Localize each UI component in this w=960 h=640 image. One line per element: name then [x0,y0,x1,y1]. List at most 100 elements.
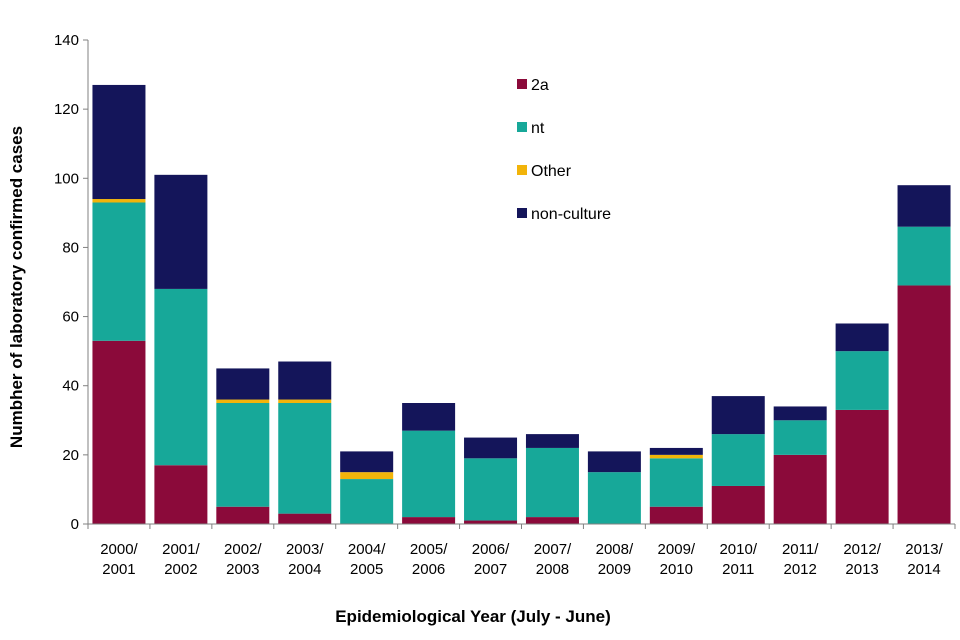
bar-segment-2a-6 [464,520,518,524]
x-tick-label-12: 2012/2013 [843,541,881,578]
x-tick-label-line2-7: 2008 [536,561,569,578]
bar-segment-nt-0 [92,202,146,341]
bars-layer [92,84,951,524]
bar-segment-non-culture-8 [587,451,641,473]
x-tick-label-line1-3: 2003/ [286,541,324,558]
bar-segment-nt-9 [649,458,703,507]
bar-segment-non-culture-13 [897,185,951,227]
bar-segment-2a-9 [649,506,703,524]
x-tick-label-4: 2004/2005 [348,541,386,578]
bar-segment-non-culture-11 [773,406,827,421]
bar-segment-non-culture-7 [525,434,579,448]
bar-segment-other-0 [92,199,146,203]
bar-segment-non-culture-12 [835,323,889,352]
x-tick-label-line2-12: 2013 [845,561,878,578]
x-tick-label-0: 2000/2001 [100,541,138,578]
bar-segment-nt-4 [340,479,394,524]
y-tick-label-120: 120 [54,101,79,118]
legend-swatch-other [517,165,527,175]
x-tick-label-line2-11: 2012 [783,561,816,578]
legend-swatch-2a [517,79,527,89]
y-tick-label-20: 20 [62,447,79,464]
x-tick-label-line1-13: 2013/ [905,541,943,558]
bar-segment-2a-1 [154,465,208,524]
x-tick-label-7: 2007/2008 [534,541,572,578]
y-tick-label-140: 140 [54,32,79,49]
bar-segment-nt-12 [835,351,889,410]
x-tick-label-8: 2008/2009 [596,541,634,578]
bar-segment-2a-12 [835,409,889,524]
legend-label-other: Other [531,163,572,180]
x-tick-label-line1-10: 2010/ [719,541,757,558]
bar-segment-non-culture-5 [402,403,456,431]
x-tick-label-line2-6: 2007 [474,561,507,578]
x-tick-label-11: 2011/2012 [782,541,819,578]
x-tick-label-6: 2006/2007 [472,541,510,578]
legend-swatch-nt [517,122,527,132]
bar-segment-nt-3 [278,403,332,514]
bar-segment-nt-5 [402,430,456,518]
x-tick-label-line2-0: 2001 [102,561,135,578]
axes-layer: 0204060801001201402000/20012001/20022002… [54,32,956,578]
bar-segment-nt-7 [525,447,579,518]
bar-segment-other-9 [649,454,703,459]
bar-segment-nt-13 [897,226,951,286]
bar-segment-non-culture-0 [92,84,146,200]
x-tick-label-2: 2002/2003 [224,541,262,578]
x-tick-label-line2-1: 2002 [164,561,197,578]
bar-segment-other-4 [340,472,394,480]
legend-label-non-culture: non-culture [531,206,611,223]
bar-segment-nt-1 [154,288,208,466]
x-axis-title: Epidemiological Year (July - June) [335,607,611,626]
bar-segment-non-culture-6 [464,437,518,459]
x-tick-label-1: 2001/2002 [162,541,200,578]
x-tick-label-5: 2005/2006 [410,541,448,578]
bar-segment-2a-7 [525,517,579,524]
x-tick-label-3: 2003/2004 [286,541,324,578]
x-tick-label-10: 2010/2011 [719,541,757,578]
bar-segment-2a-5 [402,517,456,524]
x-tick-label-line1-12: 2012/ [843,541,881,558]
bar-segment-non-culture-2 [216,368,270,400]
x-tick-label-line2-10: 2011 [722,561,754,578]
x-tick-label-line2-13: 2014 [907,561,940,578]
x-tick-label-line1-7: 2007/ [534,541,572,558]
legend: 2a nt Other non-culture [517,77,611,223]
x-tick-label-line1-6: 2006/ [472,541,510,558]
bar-segment-2a-0 [92,340,146,524]
x-tick-label-line1-2: 2002/ [224,541,262,558]
x-tick-label-9: 2009/2010 [658,541,696,578]
y-axis-title: Numbher of laboratory confirmed cases [7,126,26,448]
x-tick-label-13: 2013/2014 [905,541,943,578]
bar-segment-nt-6 [464,458,518,521]
x-tick-label-line2-9: 2010 [660,561,693,578]
bar-segment-2a-11 [773,454,827,524]
bar-segment-2a-13 [897,285,951,524]
bar-segment-nt-2 [216,403,270,507]
bar-segment-non-culture-10 [711,396,765,435]
bar-segment-non-culture-4 [340,451,394,473]
bar-segment-nt-10 [711,434,765,486]
bar-segment-2a-2 [216,506,270,524]
bar-segment-other-3 [278,399,332,403]
x-tick-label-line1-8: 2008/ [596,541,634,558]
x-tick-label-line1-0: 2000/ [100,541,138,558]
x-tick-label-line2-8: 2009 [598,561,631,578]
bar-segment-nt-8 [587,472,641,524]
x-tick-label-line1-1: 2001/ [162,541,200,558]
bar-segment-2a-3 [278,513,332,524]
y-tick-label-100: 100 [54,170,79,187]
legend-swatch-non-culture [517,208,527,218]
y-tick-label-40: 40 [62,378,79,395]
y-tick-label-80: 80 [62,239,79,256]
x-tick-label-line1-5: 2005/ [410,541,448,558]
x-tick-label-line1-9: 2009/ [658,541,696,558]
bar-segment-2a-10 [711,485,765,524]
bar-segment-nt-11 [773,420,827,455]
x-tick-label-line2-5: 2006 [412,561,445,578]
x-tick-label-line1-11: 2011/ [782,541,819,558]
x-tick-label-line1-4: 2004/ [348,541,386,558]
legend-label-2a: 2a [531,77,549,94]
